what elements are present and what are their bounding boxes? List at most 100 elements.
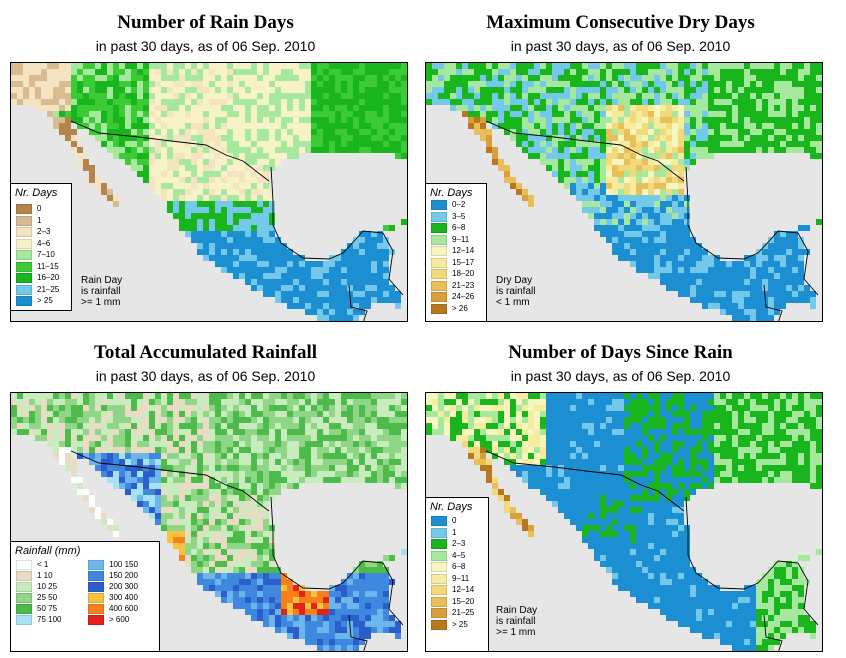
legend-label: > 26 (452, 303, 468, 313)
central-america-border (348, 614, 368, 651)
legend-swatch (431, 234, 447, 245)
legend-label: 0 (37, 204, 42, 213)
note-line: >= 1 mm (81, 297, 121, 308)
legend-label: 4–6 (37, 238, 51, 248)
legend-swatch (431, 562, 447, 572)
legend-label: 2–3 (37, 227, 51, 236)
legend: Nr. Days 0–2 3–5 6–8 9–11 12–14 15–17 18–20 21–… (426, 183, 487, 321)
coastline (270, 166, 404, 296)
legend-label: 200 300 (109, 582, 138, 591)
legend-item: 6–8 (431, 223, 465, 233)
legend-swatch (431, 269, 447, 279)
legend-swatch (431, 573, 447, 584)
note-line: is rainfall (496, 286, 536, 297)
map-total-rainfall: Rainfall (mm) < 1 1 10 10 25 25 50 50 75 75 1… (10, 392, 408, 652)
map-canvas (426, 393, 822, 651)
map-canvas (11, 63, 407, 321)
central-america-border (763, 284, 783, 321)
legend-item: 9–11 (431, 573, 470, 584)
legend-swatch (431, 539, 447, 549)
legend-label: 9–11 (452, 234, 470, 244)
panel-subtitle: in past 30 days, as of 06 Sep. 2010 (510, 368, 731, 384)
legend-swatch (16, 296, 32, 306)
raster-cells (11, 393, 407, 651)
legend-label: 16–20 (37, 273, 60, 282)
legend-item: 150 200 (88, 571, 138, 581)
legend-label: 7–10 (37, 250, 55, 259)
legend-label: 400 600 (109, 604, 138, 613)
legend-item: 12–14 (431, 246, 474, 256)
legend-swatch (431, 280, 447, 291)
legend-item: 50 75 (16, 604, 57, 614)
legend-swatch (431, 303, 447, 314)
note-line: is rainfall (81, 286, 121, 297)
panel-total-rainfall: Total Accumulated Rainfall in past 30 da… (3, 342, 408, 652)
legend-swatch (431, 585, 447, 595)
legend-label: 75 100 (37, 615, 62, 624)
legend-item: 100 150 (88, 560, 138, 570)
legend-swatch (431, 550, 447, 561)
legend-item: 16–20 (16, 273, 59, 283)
legend-swatch (431, 223, 447, 233)
legend-title: Rainfall (mm) (15, 545, 81, 557)
note-line: < 1 mm (496, 297, 530, 308)
legend-label: 12–14 (452, 246, 475, 255)
legend-label: 6–8 (452, 223, 466, 232)
legend-item: 21–25 (16, 284, 59, 295)
panel-subtitle: in past 30 days, as of 06 Sep. 2010 (510, 38, 731, 54)
legend-swatch (88, 582, 104, 592)
legend-label: 6–8 (452, 562, 466, 571)
central-america-border (763, 614, 783, 651)
legend-label: 21–25 (452, 608, 475, 617)
legend-swatch (16, 604, 32, 614)
legend-item: 3–5 (431, 211, 465, 222)
legend-item: 9–11 (431, 234, 470, 245)
legend-label: 0–2 (452, 200, 466, 209)
legend-swatch (16, 273, 32, 283)
legend-swatch (16, 238, 32, 249)
definition-note: Dry Day is rainfall < 1 mm (496, 275, 535, 308)
note-line: >= 1 mm (496, 627, 536, 638)
legend-swatch (16, 571, 32, 581)
panel-rain-days: Number of Rain Days in past 30 days, as … (3, 12, 408, 322)
legend-label: > 600 (109, 615, 130, 624)
panel-title: Number of Rain Days (117, 12, 294, 33)
legend-item: 4–6 (16, 238, 51, 249)
legend-item: 24–26 (431, 292, 474, 302)
legend-label: 2–3 (452, 539, 466, 548)
legend-item: 7–10 (16, 250, 55, 260)
panel-title: Maximum Consecutive Dry Days (486, 12, 755, 33)
legend-label: 1 (37, 215, 42, 225)
raster-cells (11, 63, 407, 321)
legend-swatch (88, 593, 104, 603)
legend-label: 24–26 (452, 292, 475, 301)
legend-swatch (16, 560, 32, 570)
panel-since-rain: Number of Days Since Rain in past 30 day… (418, 342, 823, 652)
central-america-border (348, 284, 368, 321)
legend-item: 6–8 (431, 562, 465, 572)
legend-swatch (16, 261, 32, 272)
us-mexico-border (70, 450, 270, 512)
legend-item: 15–20 (431, 596, 474, 607)
legend-label: 100 150 (109, 560, 138, 569)
legend-swatch (431, 246, 447, 256)
legend-item: 11–15 (16, 261, 59, 272)
legend-label: 9–11 (452, 573, 470, 583)
legend-item: 0 (431, 516, 456, 526)
legend: Rainfall (mm) < 1 1 10 10 25 25 50 50 75 75 1… (11, 541, 160, 651)
legend-swatch (431, 211, 447, 222)
legend-label: 21–23 (452, 280, 475, 290)
panel-title: Number of Days Since Rain (508, 342, 733, 363)
legend-item: > 25 (431, 619, 468, 630)
definition-note: Rain Day is rainfall >= 1 mm (81, 275, 122, 308)
legend-label: > 25 (37, 296, 53, 305)
legend-title: Nr. Days (15, 187, 58, 199)
legend: Nr. Days 0 1 2–3 4–5 6–8 9–11 12–14 15–20 21–25 >… (426, 497, 489, 651)
map-canvas (11, 393, 407, 651)
legend-item: 15–17 (431, 257, 474, 268)
legend-title: Nr. Days (430, 187, 473, 199)
legend-swatch (16, 284, 32, 295)
legend-item: 1 (16, 215, 42, 226)
legend-item: 0 (16, 204, 41, 214)
legend-swatch (16, 615, 32, 625)
